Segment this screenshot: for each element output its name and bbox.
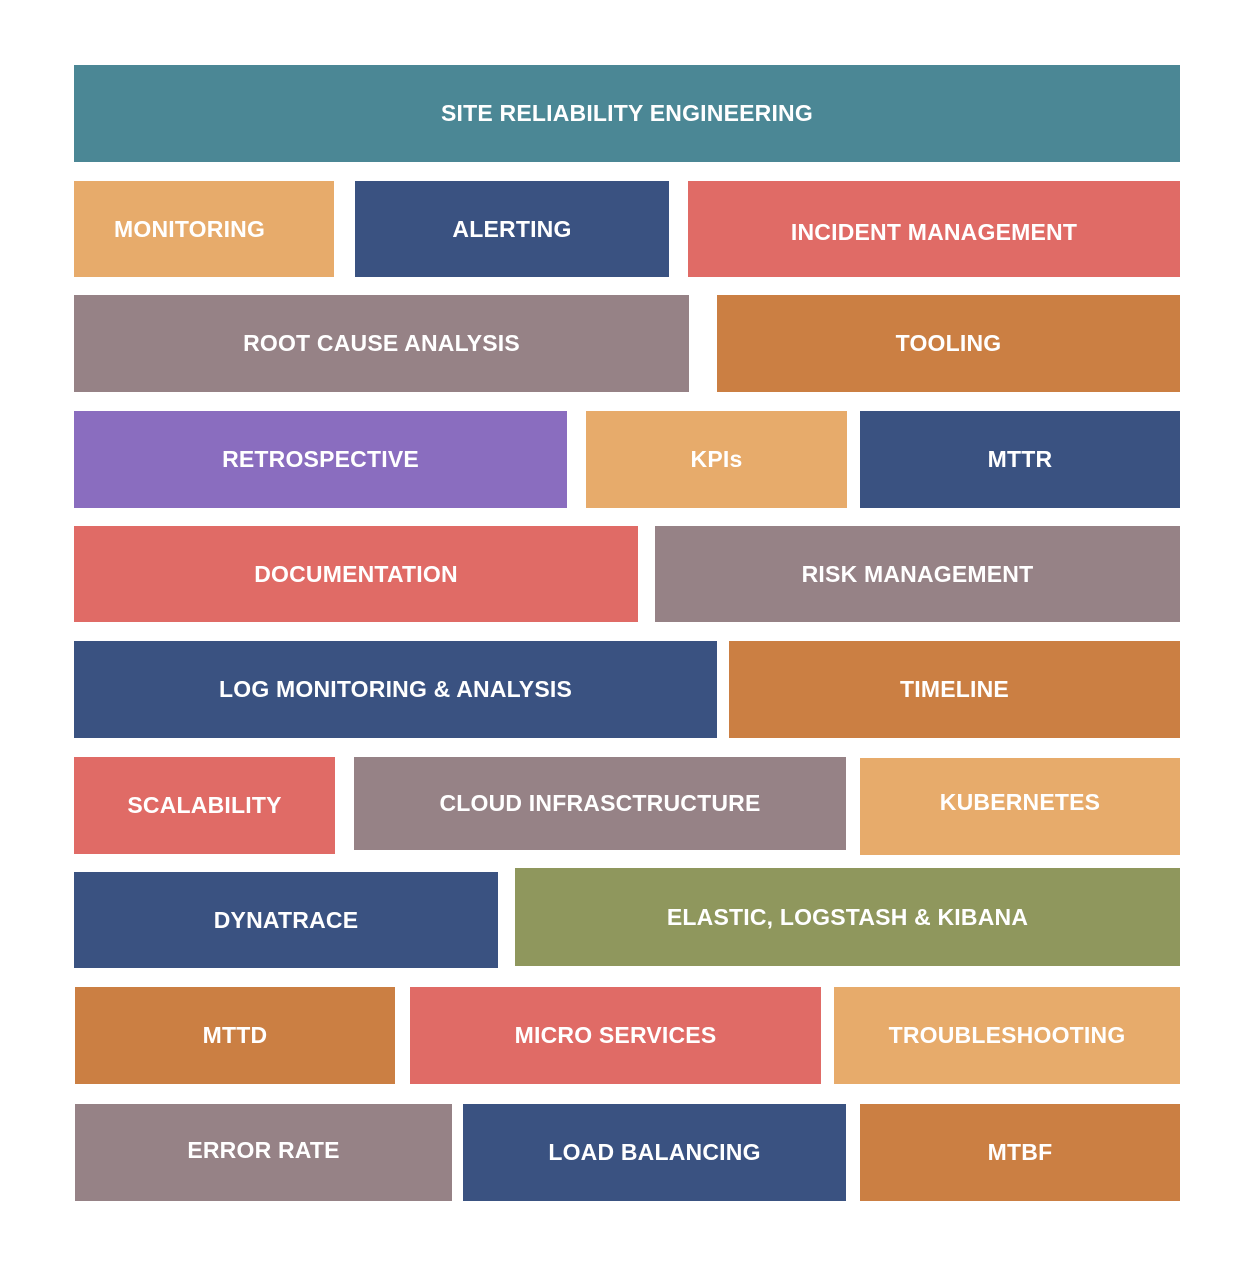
tile-root-cause-analysis: ROOT CAUSE ANALYSIS: [74, 295, 689, 392]
tile-alerting: ALERTING: [355, 181, 669, 277]
tile-load-balancing: LOAD BALANCING: [463, 1104, 846, 1201]
tile-incident-management: INCIDENT MANAGEMENT: [688, 181, 1180, 277]
tile-troubleshooting: TROUBLESHOOTING: [834, 987, 1180, 1084]
tile-error-rate: ERROR RATE: [75, 1104, 452, 1201]
tile-kpis: KPIs: [586, 411, 847, 508]
tile-mttr: MTTR: [860, 411, 1180, 508]
tile-risk-management: RISK MANAGEMENT: [655, 526, 1180, 622]
tile-dynatrace: DYNATRACE: [74, 872, 498, 968]
tile-mtbf: MTBF: [860, 1104, 1180, 1201]
tile-elastic-logstash-kibana: ELASTIC, LOGSTASH & KIBANA: [515, 868, 1180, 966]
tile-micro-services: MICRO SERVICES: [410, 987, 821, 1084]
tile-log-monitoring-analysis: LOG MONITORING & ANALYSIS: [74, 641, 717, 738]
tile-tooling: TOOLING: [717, 295, 1180, 392]
tile-timeline: TIMELINE: [729, 641, 1180, 738]
tile-scalability: SCALABILITY: [74, 757, 335, 854]
tile-monitoring: MONITORING: [74, 181, 334, 277]
tile-kubernetes: KUBERNETES: [860, 758, 1180, 855]
tile-site-reliability-engineering: SITE RELIABILITY ENGINEERING: [74, 65, 1180, 162]
tile-mttd: MTTD: [75, 987, 395, 1084]
tile-cloud-infrastructure: CLOUD INFRASCTRUCTURE: [354, 757, 846, 850]
tile-documentation: DOCUMENTATION: [74, 526, 638, 622]
tile-retrospective: RETROSPECTIVE: [74, 411, 567, 508]
